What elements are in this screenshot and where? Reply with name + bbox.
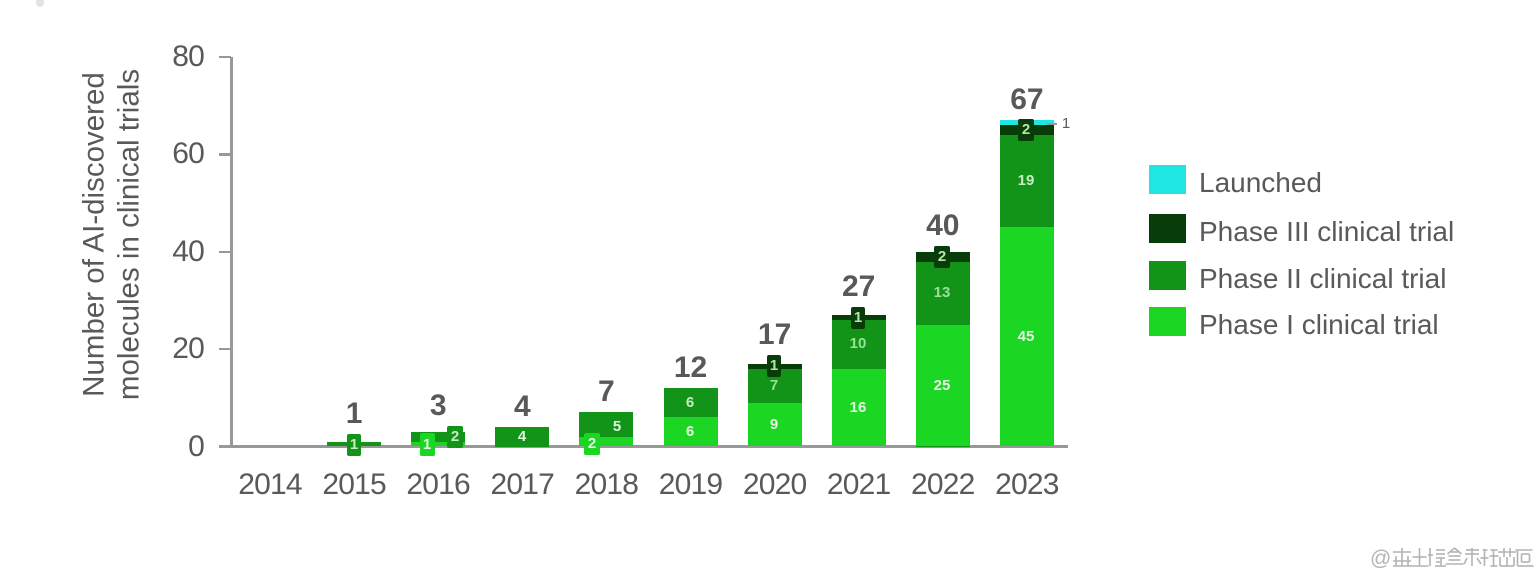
svg-text:@: @: [1370, 547, 1391, 570]
